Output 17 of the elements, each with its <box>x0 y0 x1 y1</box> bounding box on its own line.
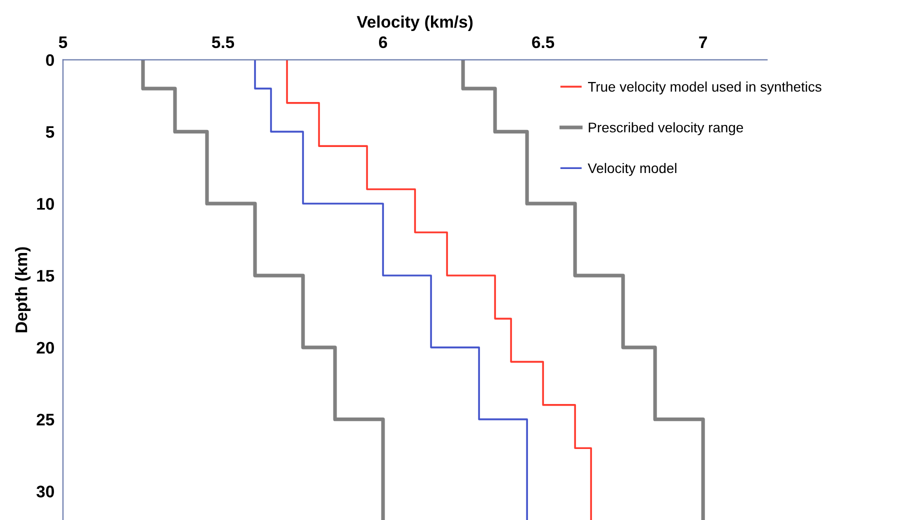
x-tick-label: 6 <box>379 36 388 48</box>
x-tick-label: 5 <box>58 36 68 48</box>
legend-label: Prescribed velocity range <box>588 122 744 136</box>
y-axis-title: Depth (km) <box>15 247 31 332</box>
legend-label: True velocity model used in synthetics <box>588 82 822 94</box>
x-tick-label: 5.5 <box>212 36 234 48</box>
y-tick-label: 5 <box>46 126 54 138</box>
y-tick-label: 15 <box>37 270 54 282</box>
y-tick-label: 0 <box>46 54 54 66</box>
y-tick-label: 10 <box>37 198 54 210</box>
y-tick-label: 30 <box>36 486 54 498</box>
y-tick-label: 25 <box>36 414 54 426</box>
x-tick-label: 7 <box>699 36 707 48</box>
legend-label: Velocity model <box>588 162 676 176</box>
y-tick-label: 20 <box>36 342 54 354</box>
x-tick-label: 6.5 <box>532 36 554 48</box>
x-axis-title: Velocity (km/s) <box>356 16 473 32</box>
